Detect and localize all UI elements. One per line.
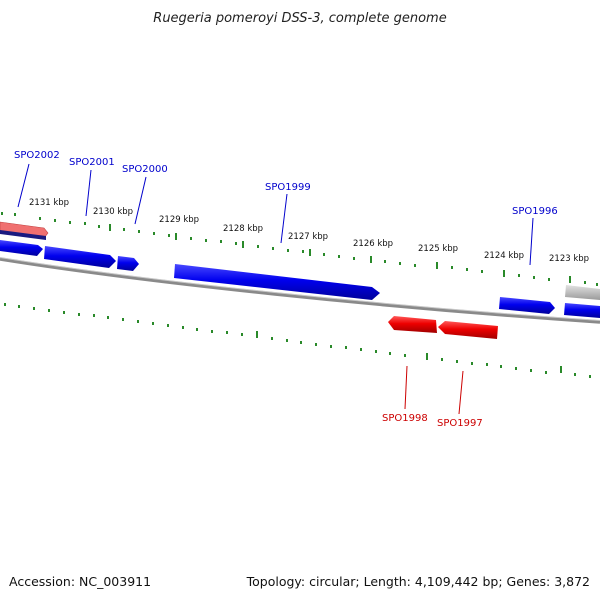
gene-label-spo2001[interactable]: SPO2001 — [69, 157, 115, 168]
genome-summary-text: Topology: circular; Length: 4,109,442 bp… — [246, 574, 590, 589]
forward-gene-labels: SPO2002 SPO2001 SPO2000 SPO1999 SPO1996 — [14, 150, 558, 217]
gene-arrow-spo2000[interactable] — [117, 256, 139, 271]
genome-backbone-highlight — [0, 257, 600, 321]
accession-text: Accession: NC_003911 — [9, 574, 151, 589]
kbp-label: 2124 kbp — [484, 251, 524, 261]
gene-label-spo1998[interactable]: SPO1998 — [382, 413, 428, 424]
gene-label-spo1999[interactable]: SPO1999 — [265, 182, 311, 193]
gene-arrow-spo1996[interactable] — [499, 297, 555, 314]
gene-arrow-spo1998[interactable] — [388, 316, 437, 333]
kbp-label: 2128 kbp — [223, 224, 263, 234]
kbp-label: 2126 kbp — [353, 239, 393, 249]
kbp-label: 2127 kbp — [288, 232, 328, 242]
gene-label-spo1996[interactable]: SPO1996 — [512, 206, 558, 217]
forward-gene-leaders — [17, 163, 534, 266]
gene-label-spo2002[interactable]: SPO2002 — [14, 150, 60, 161]
gene-arrow-offscreen[interactable] — [0, 221, 49, 240]
reverse-gene-labels: SPO1998 SPO1997 — [382, 413, 483, 429]
kbp-label: 2123 kbp — [549, 254, 589, 264]
gene-label-spo1997[interactable]: SPO1997 — [437, 418, 483, 429]
gene-label-spo2000[interactable]: SPO2000 — [122, 164, 168, 175]
kbp-label: 2131 kbp — [29, 198, 69, 208]
genome-backbone — [0, 257, 600, 324]
gene-arrow-gray-right-edge[interactable] — [565, 285, 600, 300]
gene-arrow-right-edge[interactable] — [564, 303, 600, 318]
kbp-label: 2125 kbp — [418, 244, 458, 254]
gene-arrow-spo1999[interactable] — [174, 264, 380, 300]
kbp-label: 2129 kbp — [159, 215, 199, 225]
kbp-scale-labels: 2131 kbp 2130 kbp 2129 kbp 2128 kbp 2127… — [29, 198, 589, 264]
reverse-gene-leaders — [404, 365, 464, 415]
gene-arrow-spo2002[interactable] — [0, 240, 43, 256]
reverse-tick-ruler — [4, 303, 591, 378]
map-title: Ruegeria pomeroyi DSS-3, complete genome — [153, 11, 446, 26]
gene-arrow-spo1997[interactable] — [438, 321, 498, 339]
forward-tick-ruler — [1, 212, 598, 286]
kbp-label: 2130 kbp — [93, 207, 133, 217]
gene-arrow-spo2001[interactable] — [44, 246, 116, 268]
